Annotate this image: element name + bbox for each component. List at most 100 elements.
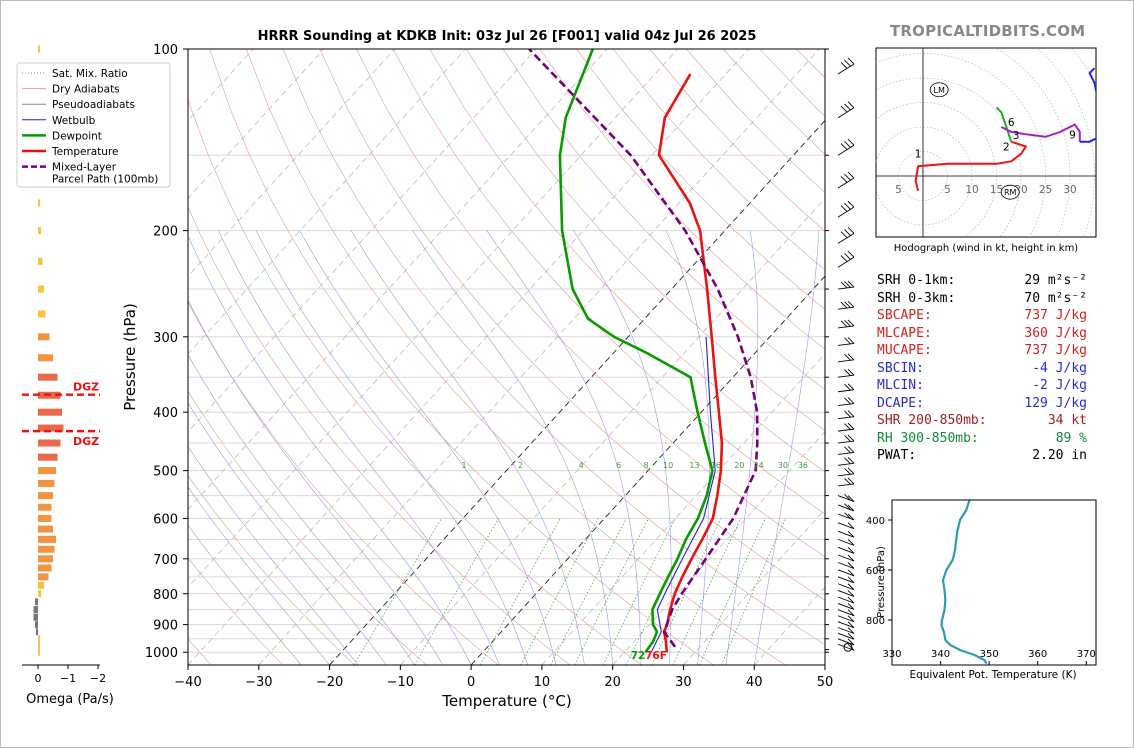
- omega-bar: [38, 227, 41, 235]
- omega-bar: [38, 535, 56, 543]
- skewt-xlabel: Temperature (°C): [441, 692, 571, 710]
- mixing-ratio-label: 20: [734, 461, 744, 470]
- omega-bar: [38, 545, 55, 553]
- barb-flag: [847, 615, 855, 623]
- mixing-ratio-label: 10: [663, 461, 673, 470]
- barb-flag: [847, 280, 855, 288]
- barb-flag: [847, 397, 855, 404]
- omega-bar: [38, 642, 40, 650]
- series-dewpoint-line: [558, 49, 714, 653]
- barb-flag: [840, 281, 848, 289]
- mixing-ratio-line: [550, 518, 627, 665]
- omega-bar: [38, 503, 52, 511]
- barb-flag: [840, 205, 848, 212]
- barb-staff: [837, 256, 855, 268]
- barb-staff: [837, 306, 855, 310]
- barb-flag: [844, 337, 851, 345]
- param-row: SHR 200-850mb: 34 kt: [877, 412, 1107, 430]
- skewt-ylabel: Pressure (hPa): [121, 303, 139, 411]
- barb-flag: [847, 434, 855, 442]
- barb-flag: [844, 103, 851, 111]
- dry-adiabat: [392, 49, 825, 515]
- theta-e-x-tick-label: 340: [931, 649, 950, 660]
- x-tick-label: −10: [387, 675, 414, 690]
- omega-bar: [38, 199, 41, 207]
- omega-bar: [35, 621, 38, 629]
- param-row: SBCAPE: 737 J/kg: [877, 307, 1107, 325]
- barb-flag: [844, 281, 851, 288]
- barb-staff: [837, 325, 855, 329]
- omega-bar: [38, 439, 61, 447]
- dry-adiabat: [188, 206, 571, 665]
- skewt-series: [528, 49, 759, 653]
- legend-label: Parcel Path (100mb): [52, 174, 158, 186]
- dry-adiabat: [466, 49, 825, 431]
- param-row: PWAT: 2.20 in: [877, 447, 1107, 465]
- barb-flag: [840, 62, 848, 69]
- legend-label: Wetbulb: [52, 115, 96, 127]
- moist-adiabat: [188, 486, 330, 665]
- barb-flag: [844, 410, 851, 418]
- dry-adiabat: [209, 49, 714, 665]
- series-temperature-line: [657, 73, 724, 653]
- mixing-ratio-label: 1: [462, 461, 467, 470]
- barb-staff: [837, 576, 855, 584]
- mixing-ratio-label: 30: [778, 461, 788, 470]
- omega-bar: [38, 424, 64, 432]
- barb-staff: [837, 144, 855, 156]
- barb-flag: [847, 596, 855, 604]
- omega-bar: [38, 333, 50, 341]
- skewt-legend: Sat. Mix. Ratio Dry Adiabats Pseudoadiabat…: [16, 62, 171, 188]
- mixing-ratio-line: [479, 518, 561, 665]
- legend-box: [16, 62, 171, 188]
- mixing-ratio-label: 36: [798, 461, 808, 470]
- barb-staff: [837, 473, 855, 477]
- omega-bar: [38, 408, 62, 416]
- barb-flag: [847, 101, 855, 109]
- hodo-height-label: 3: [1013, 130, 1020, 142]
- omega-bar: [35, 598, 38, 606]
- omega-bar: [38, 492, 53, 500]
- hodo-height-label: 9: [1069, 129, 1076, 141]
- hodograph-frame: [875, 47, 1097, 238]
- barb-flag: [840, 255, 848, 262]
- moist-adiabat: [218, 230, 500, 665]
- omega-bar: [36, 628, 38, 636]
- barb-flag: [847, 569, 855, 577]
- x-tick-label: −40: [174, 675, 201, 690]
- omega-bar: [38, 573, 49, 581]
- barb-flag: [847, 300, 855, 308]
- theta-e-x-tick-label: 350: [980, 649, 999, 660]
- barb-flag: [847, 609, 855, 616]
- param-value: 70 m²s⁻²: [1024, 290, 1087, 306]
- hodo-ring-label: 5: [895, 184, 902, 196]
- mixing-ratio-label: 16: [711, 461, 721, 470]
- legend-label: Dry Adiabats: [52, 84, 120, 96]
- barb-staff: [837, 440, 855, 444]
- hodo-ring-label: 15: [990, 184, 1003, 196]
- barb-flag: [840, 301, 848, 309]
- barb-staff: [837, 286, 855, 290]
- omega-bar: [38, 590, 41, 598]
- omega-bar: [38, 635, 40, 643]
- legend-label: Dewpoint: [52, 130, 102, 142]
- barb-flag: [844, 353, 851, 361]
- param-value: 129 J/kg: [1024, 395, 1087, 411]
- barb-staff: [837, 632, 855, 640]
- barb-flag: [847, 457, 855, 464]
- omega-bar: [38, 514, 52, 522]
- y-tick-label: 600: [153, 512, 178, 527]
- param-value: 2.20 in: [1032, 448, 1087, 463]
- param-value: -2 J/kg: [1032, 378, 1087, 393]
- dry-adiabat: [502, 49, 825, 391]
- dry-adiabat: [188, 97, 642, 665]
- hodo-height-label: 2: [1003, 142, 1010, 154]
- param-row: DCAPE: 129 J/kg: [877, 395, 1107, 413]
- barb-flag: [847, 57, 855, 65]
- dry-adiabat: [246, 49, 786, 665]
- moist-adiabat: [350, 230, 585, 665]
- mixing-ratio-line: [672, 518, 742, 665]
- barb-flag: [844, 446, 851, 454]
- omega-bar: [38, 648, 40, 656]
- barb-flag: [847, 171, 855, 179]
